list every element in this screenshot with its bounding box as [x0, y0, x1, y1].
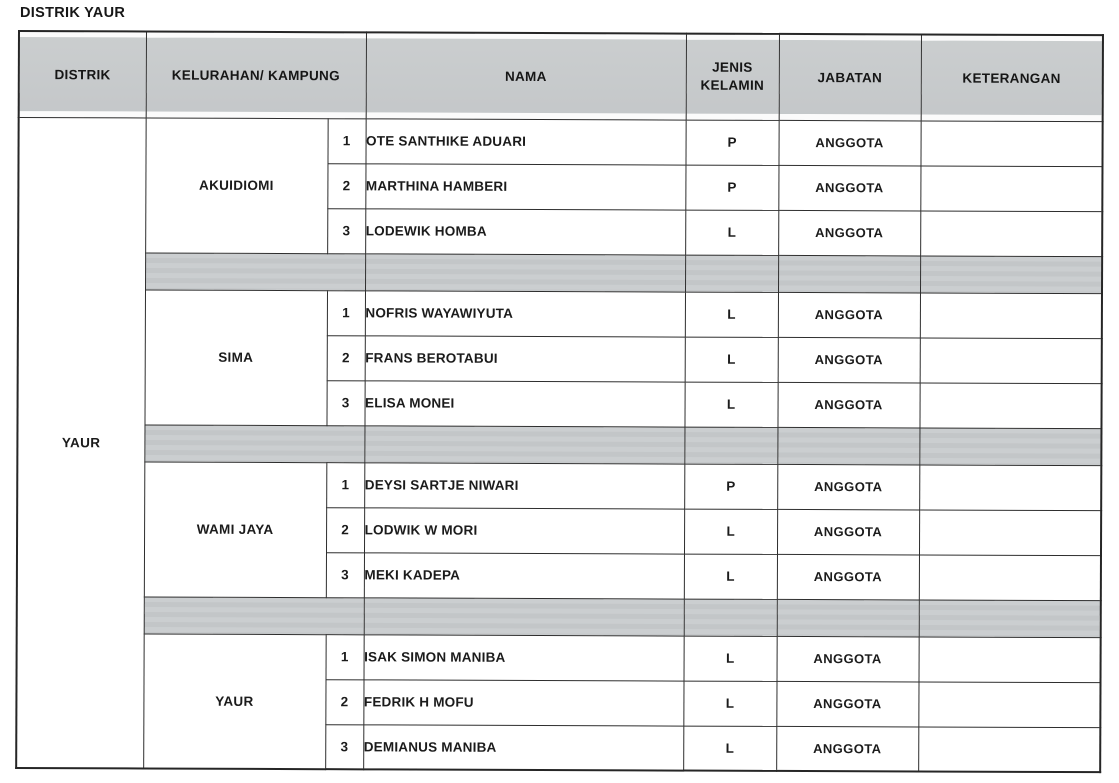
separator-cell: [144, 424, 365, 463]
separator-cell: [363, 597, 684, 636]
name-cell: ISAK SIMON MANIBA: [363, 634, 684, 681]
position-cell: ANGGOTA: [777, 336, 920, 383]
kampung-cell: WAMI JAYA: [143, 461, 327, 598]
header-row: DISTRIK KELURAHAN/ KAMPUNG NAMA JENIS KE…: [18, 31, 1103, 122]
name-cell: DEYSI SARTJE NIWARI: [364, 462, 685, 509]
name-cell: MEKI KADEPA: [363, 552, 684, 599]
row-number-cell: 3: [327, 208, 366, 254]
row-number-cell: 2: [325, 507, 365, 553]
gender-cell: P: [684, 463, 778, 509]
name-cell: FEDRIK H MOFU: [363, 679, 684, 726]
separator-cell: [919, 427, 1102, 466]
position-cell: ANGGOTA: [776, 508, 920, 555]
roster-table: DISTRIK KELURAHAN/ KAMPUNG NAMA JENIS KE…: [15, 30, 1104, 774]
position-cell: ANGGOTA: [778, 164, 921, 211]
row-number-cell: 1: [326, 290, 366, 336]
gender-cell: L: [685, 209, 779, 255]
remarks-cell: [919, 292, 1102, 339]
separator-cell: [683, 598, 777, 636]
separator-row: [17, 596, 1101, 638]
column-header-jenis-kelamin: JENIS KELAMIN: [685, 33, 779, 120]
row-number-cell: 3: [325, 552, 364, 598]
name-cell: ELISA MONEI: [364, 380, 685, 427]
gender-cell: P: [685, 164, 779, 210]
row-number-cell: 1: [325, 634, 364, 680]
gender-cell: L: [684, 381, 778, 427]
separator-cell: [777, 426, 920, 465]
gender-cell: L: [683, 635, 777, 681]
member-row: SIMA 1 NOFRIS WAYAWIYUTA L ANGGOTA: [18, 289, 1102, 426]
name-cell: FRANS BEROTABUI: [364, 335, 685, 382]
row-number-cell: 3: [325, 724, 364, 770]
column-header-kelurahan-kampung: KELURAHAN/ KAMPUNG: [145, 31, 366, 119]
remarks-cell: [918, 681, 1101, 728]
separator-cell: [776, 598, 919, 637]
kampung-cell: YAUR: [143, 633, 326, 770]
position-cell: ANGGOTA: [778, 119, 921, 166]
separator-cell: [684, 426, 778, 464]
name-cell: NOFRIS WAYAWIYUTA: [364, 290, 686, 337]
position-cell: ANGGOTA: [776, 635, 919, 682]
position-cell: ANGGOTA: [776, 553, 919, 600]
position-cell: ANGGOTA: [777, 463, 920, 510]
remarks-cell: [918, 636, 1101, 683]
name-cell: DEMIANUS MANIBA: [363, 724, 684, 771]
column-header-distrik: DISTRIK: [18, 31, 146, 118]
gender-cell: L: [683, 680, 777, 726]
position-cell: ANGGOTA: [776, 680, 919, 727]
name-cell: MARTHINA HAMBERI: [365, 163, 686, 210]
separator-cell: [364, 425, 685, 464]
remarks-cell: [920, 120, 1103, 167]
remarks-cell: [918, 726, 1101, 773]
remarks-cell: [918, 554, 1101, 601]
row-number-cell: 2: [327, 163, 366, 209]
separator-cell: [777, 254, 921, 293]
member-row: YAUR AKUIDIOMI 1 OTE SANTHIKE ADUARI P A…: [16, 117, 1103, 769]
gender-cell: P: [685, 119, 779, 165]
remarks-cell: [919, 337, 1102, 384]
row-number-cell: 3: [326, 380, 365, 426]
column-header-keterangan: KETERANGAN: [920, 34, 1103, 122]
gender-cell: L: [683, 725, 777, 771]
separator-row: [18, 252, 1103, 294]
position-cell: ANGGOTA: [777, 381, 920, 428]
name-cell: OTE SANTHIKE ADUARI: [365, 118, 686, 165]
page-title: DISTRIK YAUR: [20, 5, 126, 21]
distrik-cell: YAUR: [16, 117, 146, 769]
remarks-cell: [920, 210, 1103, 257]
remarks-cell: [920, 165, 1103, 212]
position-cell: ANGGOTA: [776, 725, 919, 772]
table-body: YAUR AKUIDIOMI 1 OTE SANTHIKE ADUARI P A…: [16, 117, 1103, 773]
gender-cell: L: [684, 336, 778, 382]
separator-cell: [919, 255, 1103, 294]
kampung-cell: SIMA: [144, 289, 328, 426]
separator-cell: [145, 252, 366, 291]
kampung-cell: AKUIDIOMI: [145, 117, 328, 254]
gender-cell: L: [683, 553, 777, 599]
remarks-cell: [919, 464, 1102, 511]
column-header-nama: NAMA: [365, 32, 686, 120]
row-number-cell: 1: [327, 118, 366, 164]
member-row: WAMI JAYA 1 DEYSI SARTJE NIWARI P ANGGOT…: [17, 461, 1102, 598]
name-cell: LODEWIK HOMBA: [365, 208, 686, 255]
gender-cell: L: [683, 508, 778, 554]
separator-cell: [143, 596, 364, 635]
row-number-cell: 2: [325, 679, 364, 725]
member-row: YAUR 1 ISAK SIMON MANIBA L ANGGOTA: [17, 633, 1101, 770]
position-cell: ANGGOTA: [778, 209, 921, 256]
separator-cell: [685, 254, 779, 292]
table-header: DISTRIK KELURAHAN/ KAMPUNG NAMA JENIS KE…: [18, 31, 1103, 122]
remarks-cell: [918, 509, 1102, 556]
name-cell: LODWIK W MORI: [363, 507, 685, 554]
separator-cell: [365, 253, 686, 292]
separator-row: [17, 424, 1102, 466]
row-number-cell: 1: [326, 462, 365, 508]
separator-cell: [918, 599, 1101, 638]
gender-cell: L: [684, 291, 778, 337]
position-cell: ANGGOTA: [777, 291, 920, 338]
row-number-cell: 2: [326, 335, 365, 381]
column-header-jabatan: JABATAN: [778, 33, 921, 121]
remarks-cell: [919, 382, 1102, 429]
